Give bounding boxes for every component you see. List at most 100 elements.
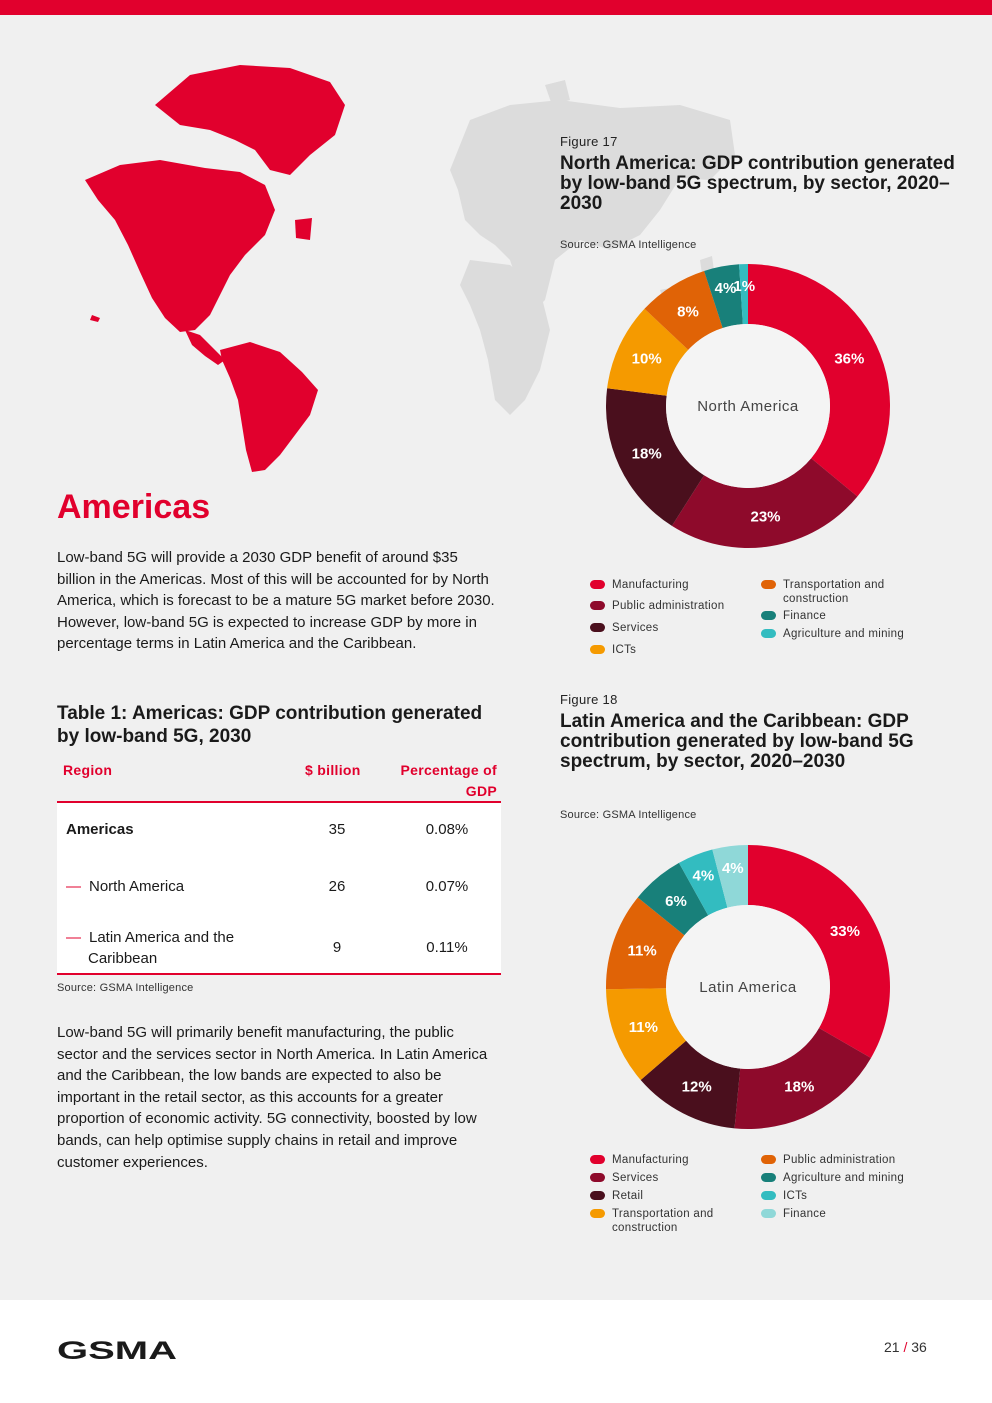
legend-label: Agriculture and mining <box>783 1172 905 1184</box>
slice-label-retail: 12% <box>682 1079 712 1096</box>
dash-marker: — <box>66 878 81 895</box>
americas-highlighted-landmass <box>85 65 345 472</box>
slice-public-administration <box>671 458 858 548</box>
donut-center <box>666 324 830 488</box>
figure-18-label: Figure 18 <box>560 692 618 707</box>
legend-swatch <box>590 1155 605 1164</box>
legend-swatch <box>590 645 605 654</box>
slice-finance <box>704 264 743 329</box>
slice-label-services: 18% <box>784 1079 814 1096</box>
row-region: — North America <box>66 878 184 895</box>
north-america-donut-chart: 36% 23% 18% 10% 8% 4%1% North America <box>606 264 890 548</box>
legend-swatch <box>761 611 776 620</box>
top-accent-bar <box>0 0 992 15</box>
gsma-logo: GSMA <box>57 1339 177 1361</box>
world-map-illustration <box>85 65 735 472</box>
legend-label: ICTs <box>783 1190 808 1202</box>
figure-18-legend: Manufacturing Services Retail Transportatio… <box>590 1153 950 1238</box>
slice-label-finance: 4% <box>715 280 737 297</box>
current-page: 21 <box>884 1339 900 1355</box>
legend-swatch <box>590 601 605 610</box>
slice-label-icts: 4% <box>693 868 715 885</box>
row-region-text: North America <box>89 878 185 895</box>
slice-icts <box>607 308 689 396</box>
slice-services <box>734 1028 871 1129</box>
legend-label: Manufacturing <box>612 579 689 591</box>
slice-label-transportation-and-construction: 11% <box>629 1019 658 1036</box>
slice-agriculture-and-mining <box>739 264 748 325</box>
row-value: 9 <box>332 939 342 956</box>
legend-swatch <box>590 1173 605 1182</box>
legend-swatch <box>761 580 776 589</box>
legend-label: Finance <box>783 1208 827 1220</box>
slice-public-administration <box>606 897 685 990</box>
legend-label: Public administration <box>612 600 725 612</box>
latin-america-donut-chart: 33% 18% 12% 11% 11% 6% 4% 4% Latin America <box>606 845 890 1129</box>
header-percentage: Percentage of GDP <box>400 762 497 799</box>
slice-label-transportation-and-construction: 8% <box>677 303 699 320</box>
legend-label: Manufacturing <box>612 1154 689 1166</box>
legend-label: Services <box>612 1172 659 1184</box>
figure-18-title: Latin America and the Caribbean: GDP con… <box>560 711 914 772</box>
slice-label-public-administration: 11% <box>628 942 657 959</box>
legend-label: Retail <box>612 1190 644 1202</box>
legend-label: Finance <box>783 610 827 622</box>
legend-swatch <box>590 623 605 632</box>
figure-17-title: North America: GDP contribution generate… <box>560 153 955 214</box>
table-body: Americas 35 0.08% — North America 26 0.07… <box>57 803 501 975</box>
table-row: — Latin America and the Caribbean 9 0.11% <box>57 917 501 973</box>
slice-label-agriculture-and-mining: 1% <box>733 278 755 295</box>
figure-17-label: Figure 17 <box>560 134 618 149</box>
row-pct: 0.11% <box>426 939 468 956</box>
legend-label: ICTs <box>612 644 637 656</box>
page-number: 21 / 36 <box>884 1339 927 1355</box>
figure-17-source: Source: GSMA Intelligence <box>560 239 697 251</box>
table-row: — North America 26 0.07% <box>57 860 501 917</box>
table-row: Americas 35 0.08% <box>57 803 501 860</box>
intro-paragraph: Low-band 5G will provide a 2030 GDP bene… <box>57 549 495 653</box>
section-title: Americas <box>57 488 211 526</box>
slice-transportation-and-construction <box>606 988 687 1080</box>
slice-transportation-and-construction <box>644 270 723 350</box>
donut-center-label: Latin America <box>699 979 797 996</box>
legend-label: Agriculture and mining <box>783 628 905 640</box>
slice-label-manufacturing: 33% <box>830 923 860 940</box>
legend-swatch <box>761 629 776 638</box>
table-header: Region $ billion Percentage of GDP <box>57 757 501 803</box>
row-pct: 0.08% <box>425 821 469 838</box>
slice-label-services: 18% <box>632 446 662 463</box>
slice-label-finance: 4% <box>722 860 744 877</box>
table-source: Source: GSMA Intelligence <box>57 982 194 994</box>
row-region: Americas <box>66 821 134 838</box>
legend-swatch <box>761 1173 776 1182</box>
slice-agriculture-and-mining <box>637 862 709 936</box>
legend-swatch <box>590 1209 605 1218</box>
donut-center <box>666 905 830 1069</box>
closing-paragraph: Low-band 5G will primarily benefit manuf… <box>57 1024 488 1171</box>
slice-retail <box>640 1040 741 1129</box>
header-billion: $ billion <box>305 762 361 778</box>
figure-18-source: Source: GSMA Intelligence <box>560 809 697 821</box>
gsma-logo-text: GSMA <box>57 1339 177 1361</box>
slice-label-manufacturing: 36% <box>834 350 864 367</box>
header-region: Region <box>63 762 113 778</box>
table-title: Table 1: Americas: GDP contribution gene… <box>57 703 483 747</box>
legend-label: Transportation and construction <box>783 579 885 605</box>
row-region-text: Latin America and the Caribbean <box>88 929 235 967</box>
slice-services <box>606 388 705 526</box>
legend-swatch <box>761 1191 776 1200</box>
legend-swatch <box>761 1155 776 1164</box>
legend-swatch <box>590 580 605 589</box>
legend-label: Transportation and construction <box>612 1208 714 1234</box>
slice-finance <box>712 845 748 908</box>
legend-label: Services <box>612 622 659 634</box>
slice-manufacturing <box>748 845 890 1058</box>
slice-label-agriculture-and-mining: 6% <box>665 893 687 910</box>
dash-marker: — <box>66 929 81 946</box>
donut-center-label: North America <box>697 398 799 415</box>
page-separator: / <box>903 1339 908 1355</box>
figure-17-legend: Manufacturing Public administration Servic… <box>590 578 950 658</box>
slice-label-public-administration: 23% <box>751 509 781 526</box>
row-region: — Latin America and the Caribbean <box>66 927 298 969</box>
legend-swatch <box>761 1209 776 1218</box>
